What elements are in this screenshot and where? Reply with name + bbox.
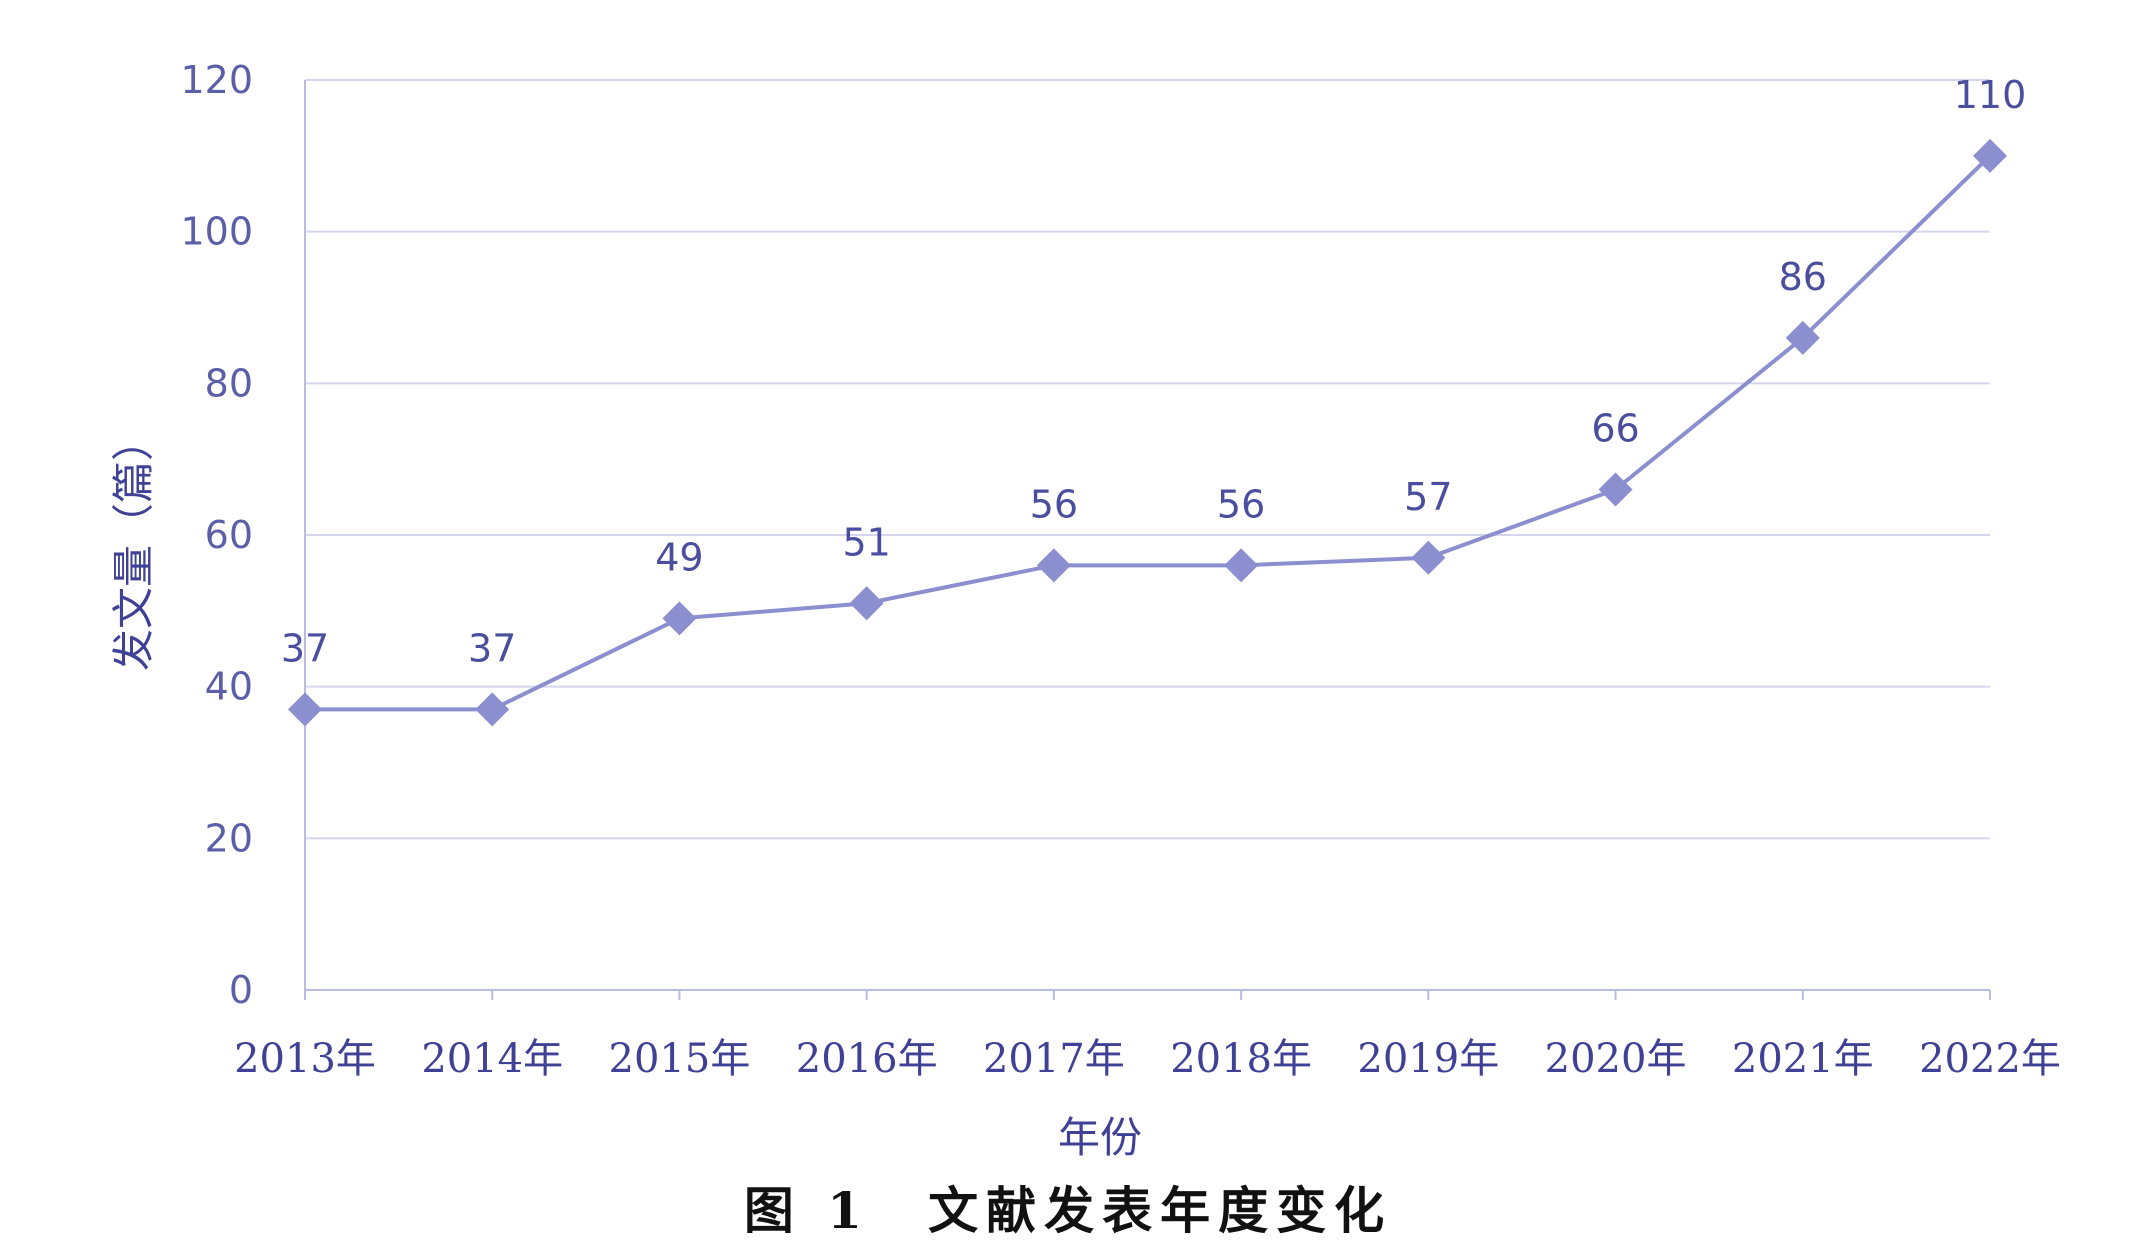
x-tick-label: 2020年 (1545, 1036, 1687, 1082)
data-point-marker (1411, 540, 1446, 575)
x-tick-label: 2014年 (421, 1036, 563, 1082)
data-point-marker (475, 692, 510, 727)
data-label: 110 (1954, 73, 2027, 117)
series-line (305, 154, 1992, 712)
figure-caption: 图 1 文献发表年度变化 (744, 1181, 1392, 1240)
data-point-marker (1785, 320, 1820, 355)
data-label: 37 (468, 626, 516, 670)
data-label: 51 (842, 520, 890, 564)
data-point-marker (1973, 138, 2007, 173)
data-labels: 37 37 49 51 56 56 57 66 86 110 (281, 73, 2026, 671)
data-point-marker (849, 586, 884, 621)
data-label: 56 (1030, 482, 1078, 526)
y-axis-ticks: 0 20 40 60 80 100 120 (180, 58, 253, 1012)
data-label: 66 (1591, 407, 1639, 451)
data-point-marker (288, 692, 322, 727)
x-tick-label: 2022年 (1919, 1036, 2061, 1082)
series (288, 138, 2007, 727)
y-tick-label: 0 (229, 968, 253, 1012)
x-axis-ticks: 2013年 2014年 2015年 2016年 2017年 2018年 2019年 2020年… (234, 990, 2061, 1082)
y-tick-label: 20 (205, 816, 253, 860)
x-tick-label: 2018年 (1170, 1036, 1312, 1082)
y-tick-label: 100 (180, 210, 253, 254)
y-tick-label: 80 (205, 361, 253, 405)
data-label: 57 (1404, 475, 1452, 519)
gridlines (305, 79, 1990, 840)
data-point-marker (1598, 472, 1633, 507)
x-tick-label: 2017年 (983, 1036, 1125, 1082)
data-label: 37 (281, 626, 329, 670)
x-tick-label: 2015年 (609, 1036, 751, 1082)
data-point-marker (1036, 548, 1071, 583)
data-label: 49 (655, 535, 703, 579)
x-tick-label: 2019年 (1357, 1036, 1499, 1082)
y-tick-label: 40 (205, 665, 253, 709)
y-tick-label: 60 (205, 513, 253, 557)
y-tick-label: 120 (180, 58, 253, 102)
x-tick-label: 2016年 (796, 1036, 938, 1082)
data-label: 56 (1217, 482, 1265, 526)
data-point-marker (662, 601, 697, 636)
x-tick-label: 2021年 (1732, 1036, 1874, 1082)
y-axis-title: 发文量（篇） (109, 419, 158, 671)
data-label: 86 (1779, 255, 1827, 299)
x-axis-title: 年份 (1058, 1113, 1142, 1162)
axes (304, 80, 1990, 991)
x-tick-label: 2013年 (234, 1036, 376, 1082)
data-point-marker (1224, 548, 1259, 583)
